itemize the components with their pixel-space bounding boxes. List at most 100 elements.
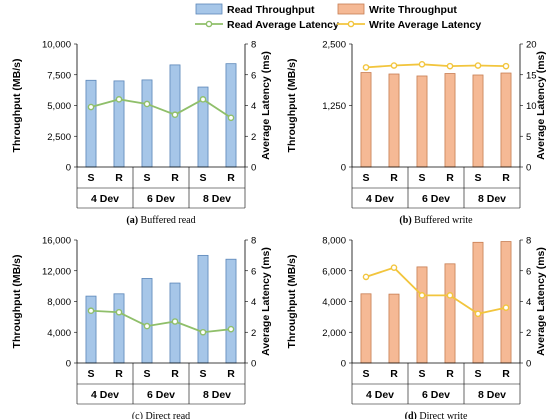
- x-category-label: S: [199, 368, 206, 380]
- y2-tick-label: 0: [251, 359, 256, 370]
- latency-point: [87, 103, 95, 111]
- latency-point: [362, 273, 370, 281]
- y-axis-label: Throughput (MB/s): [286, 255, 298, 349]
- x-category-label: R: [115, 172, 123, 184]
- latency-line: [90, 98, 232, 119]
- x-group-label: 4 Dev: [366, 193, 394, 205]
- bar: [141, 278, 153, 364]
- bar: [416, 75, 428, 168]
- latency-line: [365, 266, 507, 315]
- latency-line: [90, 309, 232, 334]
- legend-item: Write Average Latency: [337, 19, 481, 31]
- x-category-label: S: [143, 368, 150, 380]
- latency-point: [474, 62, 482, 69]
- x-category-label: R: [115, 368, 123, 380]
- latency-point: [418, 60, 426, 68]
- chart-panel: 0 2,500 5,000 7,500 10,000 0 2 4 6 8 Throughput (M…: [11, 40, 272, 227]
- caption-letter: (b): [399, 215, 411, 226]
- latency-point: [199, 96, 207, 103]
- chart-panel: 0 2,000 4,000 6,000 8,000 0 2 4 6 8 Throughput (MB…: [286, 236, 547, 419]
- legend-item: Read Throughput: [195, 3, 315, 16]
- y2-tick-label: 0: [526, 359, 531, 370]
- bar: [360, 72, 372, 168]
- y2-axis-label: Average Latency (ms): [535, 51, 547, 160]
- y-tick-label: 0: [341, 163, 346, 174]
- y2-tick-label: 4: [251, 101, 256, 112]
- legend-label: Read Average Latency: [227, 19, 339, 31]
- legend-label: Read Throughput: [227, 4, 315, 16]
- bar: [388, 293, 400, 364]
- y2-tick-label: 0: [251, 163, 256, 174]
- latency-point: [390, 264, 398, 271]
- chart-panel: 0 4,000 8,000 12,000 16,000 0 2 4 6 8 Throughput (…: [11, 236, 272, 419]
- caption-letter: (d): [405, 411, 417, 419]
- latency-point: [446, 292, 454, 299]
- y2-tick-label: 8: [526, 236, 531, 247]
- y2-tick-label: 0: [526, 163, 531, 174]
- x-category-label: R: [227, 172, 235, 184]
- latency-point: [227, 114, 235, 122]
- latency-point: [474, 310, 482, 318]
- x-category-label: R: [390, 172, 398, 184]
- legend-item: Write Throughput: [337, 3, 457, 16]
- y-tick-label: 0: [341, 359, 346, 370]
- y-tick-label: 5,000: [47, 101, 71, 112]
- x-group-label: 8 Dev: [203, 193, 231, 205]
- latency-point: [115, 96, 123, 103]
- bar: [388, 73, 400, 168]
- y-tick-label: 6,000: [322, 266, 346, 277]
- x-category-label: R: [171, 368, 179, 380]
- caption-text: (c) Direct read: [132, 411, 190, 419]
- x-category-label: R: [227, 368, 235, 380]
- x-category-label: S: [474, 172, 481, 184]
- latency-point: [502, 304, 510, 311]
- legend-swatch: [337, 3, 365, 15]
- panel-caption: (c) Direct read: [132, 411, 190, 419]
- y2-tick-label: 2: [251, 132, 256, 143]
- latency-point: [362, 64, 370, 71]
- bar: [472, 241, 484, 364]
- latency-point: [446, 62, 454, 70]
- y2-tick-label: 8: [251, 40, 256, 51]
- y-tick-label: 2,500: [47, 132, 71, 143]
- latency-point: [502, 62, 510, 70]
- y2-axis-label: Average Latency (ms): [260, 51, 272, 160]
- x-category-label: S: [87, 368, 94, 380]
- y2-axis-label: Average Latency (ms): [260, 247, 272, 356]
- panel-caption: (b) Buffered write: [399, 215, 473, 226]
- y2-tick-label: 5: [526, 132, 531, 143]
- y-tick-label: 16,000: [42, 236, 71, 247]
- bar: [113, 293, 125, 364]
- y2-tick-label: 10: [526, 101, 537, 112]
- x-group-label: 4 Dev: [366, 389, 394, 401]
- bar: [472, 74, 484, 168]
- bar: [500, 72, 512, 168]
- latency-point: [199, 328, 207, 336]
- chart-panels: 0 2,500 5,000 7,500 10,000 0 2 4 6 8 Throughput (M…: [11, 40, 547, 419]
- y2-tick-label: 2: [526, 328, 531, 339]
- y2-tick-label: 2: [251, 328, 256, 339]
- y-tick-label: 0: [66, 163, 71, 174]
- y2-tick-label: 8: [251, 236, 256, 247]
- legend-marker: [205, 20, 213, 28]
- latency-point: [418, 292, 426, 299]
- bar: [444, 73, 456, 168]
- bar: [500, 241, 512, 364]
- y-tick-label: 0: [66, 359, 71, 370]
- x-category-label: S: [87, 172, 94, 184]
- y-tick-label: 8,000: [47, 297, 71, 308]
- caption-text: Buffered read: [138, 215, 196, 226]
- y-tick-label: 4,000: [322, 297, 346, 308]
- y-axis-label: Throughput (MB/s): [11, 59, 23, 153]
- legend-marker: [347, 20, 355, 28]
- legend-item: Read Average Latency: [195, 19, 339, 31]
- y-tick-label: 7,500: [47, 70, 71, 81]
- y-axis-label: Throughput (MB/s): [11, 255, 23, 349]
- legend-label: Write Throughput: [369, 4, 457, 16]
- bar: [85, 295, 97, 364]
- y2-tick-label: 20: [526, 40, 537, 51]
- x-category-label: S: [143, 172, 150, 184]
- latency-point: [227, 325, 235, 333]
- y-tick-label: 1,250: [322, 101, 346, 112]
- bar: [444, 263, 456, 364]
